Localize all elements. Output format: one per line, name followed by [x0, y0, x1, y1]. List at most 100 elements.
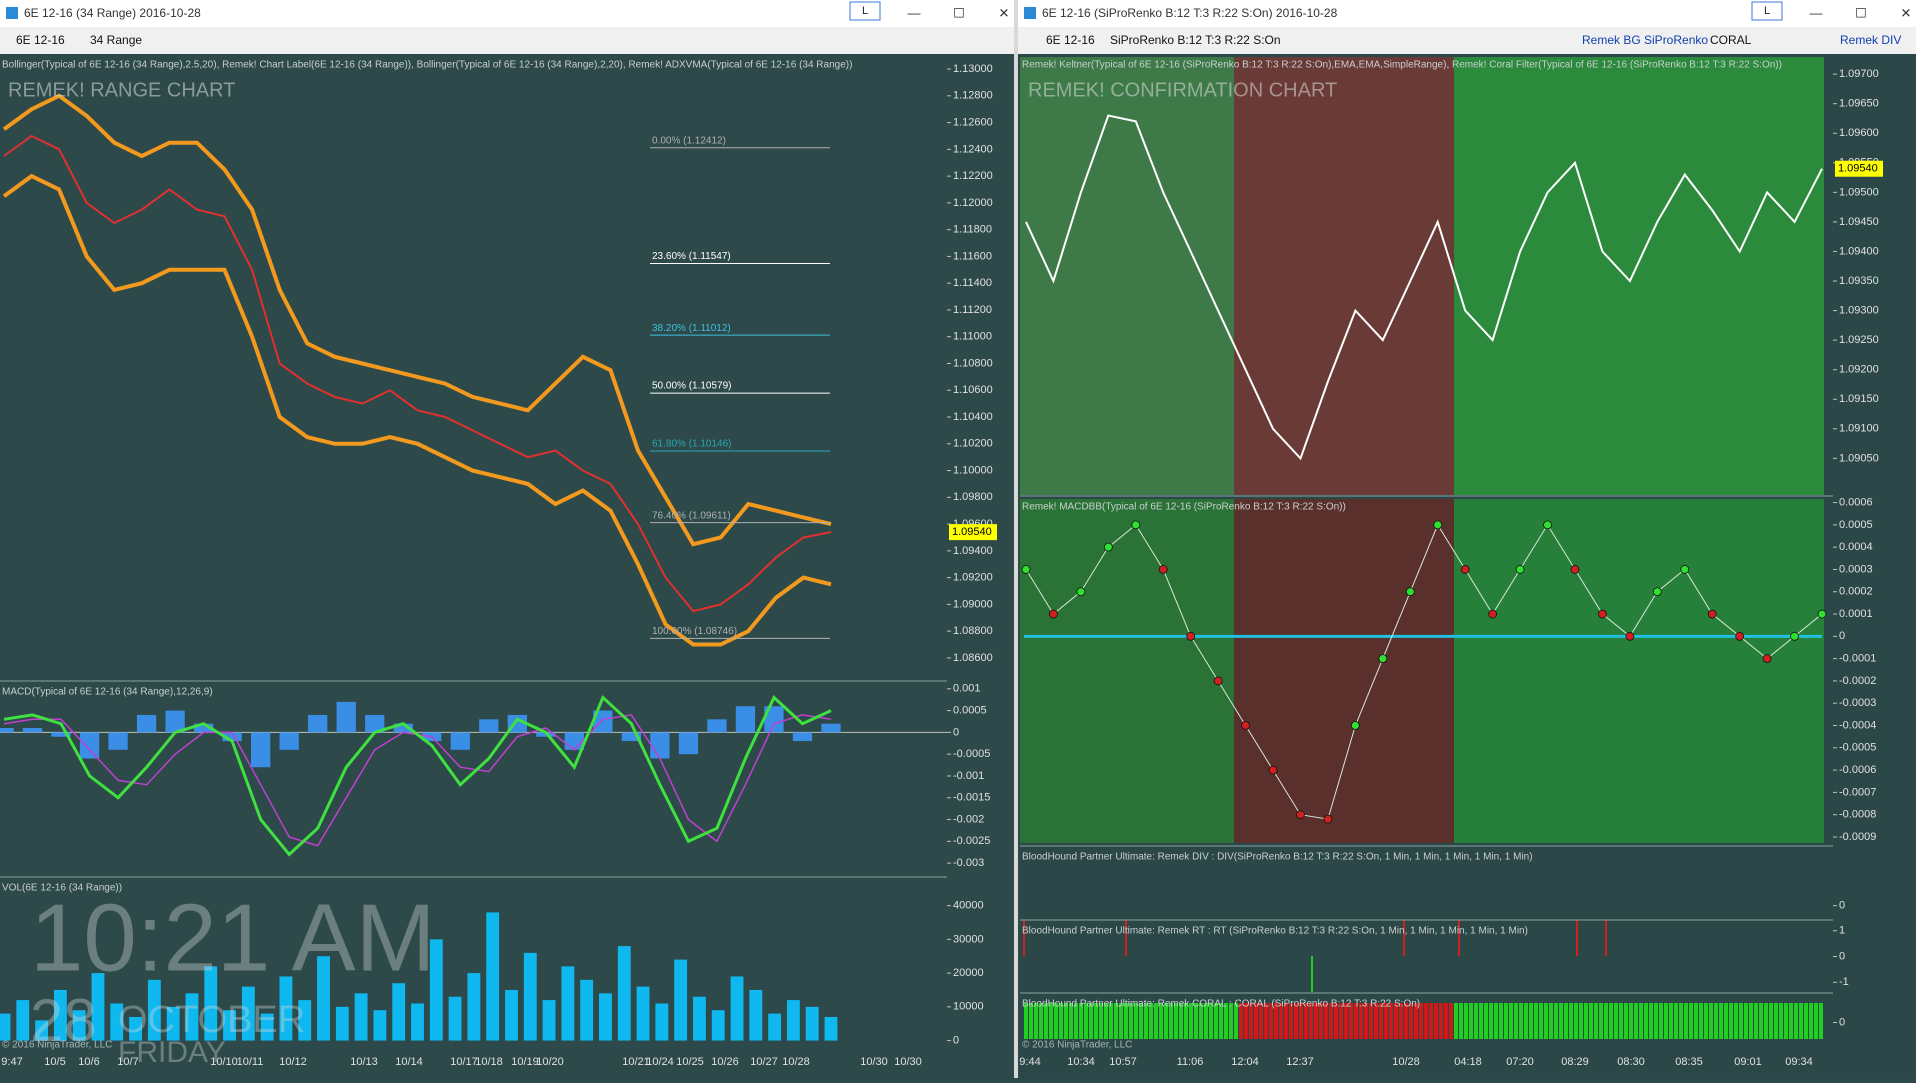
coral-bar [1404, 1003, 1408, 1039]
coral-bar [1339, 1003, 1343, 1039]
coral-bar [1229, 1003, 1233, 1039]
x-tick-label: 09:01 [1734, 1056, 1762, 1068]
y-tick-label: 1.10600 [953, 384, 993, 396]
coral-bar [1324, 1003, 1328, 1039]
coral-bar [1364, 1003, 1368, 1039]
title-bar [0, 0, 1014, 27]
x-tick-label: 10/26 [711, 1056, 739, 1068]
coral-bar [1529, 1003, 1533, 1039]
coral-bar [1134, 1003, 1138, 1039]
clock-day: 28 [30, 987, 97, 1054]
y-tick-label: 1.09350 [1839, 275, 1879, 287]
coral-bar [1109, 1003, 1113, 1039]
coral-bar [1459, 1003, 1463, 1039]
coral-bar [1794, 1003, 1798, 1039]
price-tag [1835, 160, 1883, 177]
x-tick-label: 10/19 [511, 1056, 539, 1068]
window-control[interactable]: ☐ [1855, 5, 1867, 20]
macd-dot [1268, 765, 1278, 775]
coral-bar [1114, 1003, 1118, 1039]
x-tick-label: 10/13 [350, 1056, 378, 1068]
bar [678, 732, 699, 755]
coral-bar [1639, 1003, 1643, 1039]
x-tick-label: 10/27 [750, 1056, 778, 1068]
coral-bar [1359, 1003, 1363, 1039]
coral-bar [1094, 1003, 1098, 1039]
coral-bar [1374, 1003, 1378, 1039]
coral-bar [1344, 1003, 1348, 1039]
bar [429, 939, 443, 1041]
y-tick-label: 1.09800 [953, 491, 993, 503]
coral-bar [1349, 1003, 1353, 1039]
bar [467, 973, 481, 1041]
x-tick-label: 10/30 [894, 1056, 922, 1068]
button-l[interactable] [1751, 1, 1783, 21]
y-tick-label: -0.0009 [1839, 831, 1876, 843]
coral-bar [1044, 1003, 1048, 1039]
coral-bar [1449, 1003, 1453, 1039]
toolbar-item[interactable]: 6E 12-16 [16, 33, 65, 47]
coral-bar [1399, 1003, 1403, 1039]
coral-bar [1034, 1003, 1038, 1039]
macd-dot [1543, 520, 1552, 530]
window-control[interactable]: — [908, 5, 921, 20]
bar [448, 996, 462, 1041]
toolbar-item[interactable]: CORAL [1710, 33, 1752, 47]
y-tick-label: 0.0006 [1839, 496, 1873, 508]
y-tick-label: 1.11600 [953, 250, 992, 262]
window-control[interactable]: — [1810, 5, 1823, 20]
y-tick-label: 0.0002 [1839, 586, 1873, 598]
coral-bar [1099, 1003, 1103, 1039]
bar [636, 986, 650, 1041]
bar [35, 1020, 49, 1041]
y-tick-label: 1.09300 [1839, 304, 1879, 316]
bar [393, 723, 413, 733]
button-l-label[interactable]: L [1764, 5, 1770, 17]
coral-bar [1294, 1003, 1298, 1039]
coral-bar [1279, 1003, 1283, 1039]
clock-time: 10:21 AM [30, 884, 436, 991]
toolbar-item[interactable]: Remek DIV [1840, 33, 1901, 47]
y-tick-label: 0.001 [953, 683, 981, 695]
bar [260, 1013, 274, 1041]
macd-dot [1680, 565, 1690, 574]
price-tag-label: 1.09540 [952, 526, 992, 538]
button-l-label[interactable]: L [862, 5, 868, 17]
coral-bar [1234, 1003, 1238, 1039]
x-tick-label: 10/21 [622, 1056, 650, 1068]
window-control[interactable]: ✕ [999, 5, 1010, 20]
clock-month: OCTOBER [118, 999, 305, 1041]
coral-bar [1809, 1003, 1813, 1039]
coral-bar [1309, 1003, 1313, 1039]
y-tick-label: -0.002 [953, 813, 984, 825]
coral-bar [1729, 1003, 1733, 1039]
toolbar-item[interactable]: 6E 12-16 [1046, 33, 1095, 47]
x-tick-label: 10/6 [78, 1056, 99, 1068]
toolbar-item[interactable]: SiProRenko B:12 T:3 R:22 S:On [1110, 33, 1281, 47]
y-tick-label: 30000 [953, 933, 984, 945]
macd-dot [1213, 676, 1223, 686]
clock-weekday: FRIDAY [118, 1036, 226, 1069]
macd-dot [1076, 587, 1086, 597]
coral-bar [1439, 1003, 1443, 1039]
bar [79, 732, 100, 759]
bar [22, 728, 43, 733]
coral-bar [1409, 1003, 1413, 1039]
coral-bar [1594, 1003, 1598, 1039]
bar [711, 1010, 725, 1041]
bar [786, 1000, 800, 1041]
toolbar-item[interactable]: 34 Range [90, 33, 142, 47]
window-control[interactable]: ☐ [953, 5, 965, 20]
coral-bar [1519, 1003, 1523, 1039]
window-control[interactable]: ✕ [1901, 5, 1912, 20]
button-l[interactable] [849, 1, 881, 21]
macd-dot [1158, 565, 1168, 574]
y-tick-label: 1.12800 [953, 90, 993, 102]
coral-bar [1164, 1003, 1168, 1039]
bar [593, 710, 613, 733]
coral-bar [1454, 1003, 1458, 1039]
toolbar-item[interactable]: Remek BG SiProRenko [1582, 33, 1708, 47]
bar [707, 719, 727, 733]
bar [542, 1000, 556, 1041]
x-tick-label: 10/20 [536, 1056, 564, 1068]
